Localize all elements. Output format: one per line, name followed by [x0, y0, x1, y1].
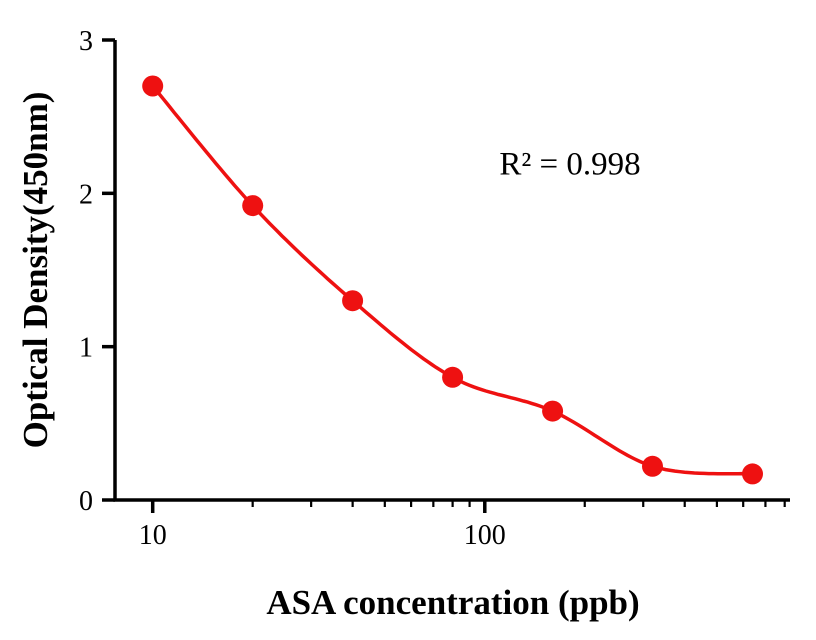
y-tick-label: 2: [79, 179, 93, 210]
data-point: [242, 195, 264, 217]
y-tick-label: 3: [79, 26, 93, 57]
y-tick-label: 1: [79, 333, 93, 364]
fit-curve: [150, 84, 755, 476]
x-tick-label: 100: [464, 520, 506, 551]
x-axis-title: ASA concentration (ppb): [266, 583, 640, 622]
data-point: [542, 400, 564, 422]
data-point: [742, 463, 763, 485]
y-tick-label: 0: [79, 486, 93, 517]
data-point: [142, 75, 164, 97]
y-axis-title: Optical Density(450nm): [16, 91, 55, 449]
data-point: [442, 366, 464, 388]
r-squared-annotation: R² = 0.998: [499, 146, 641, 183]
data-point: [342, 290, 364, 312]
data-point: [642, 455, 663, 477]
axes-lines: [113, 40, 790, 502]
x-tick-label: 10: [139, 520, 167, 551]
